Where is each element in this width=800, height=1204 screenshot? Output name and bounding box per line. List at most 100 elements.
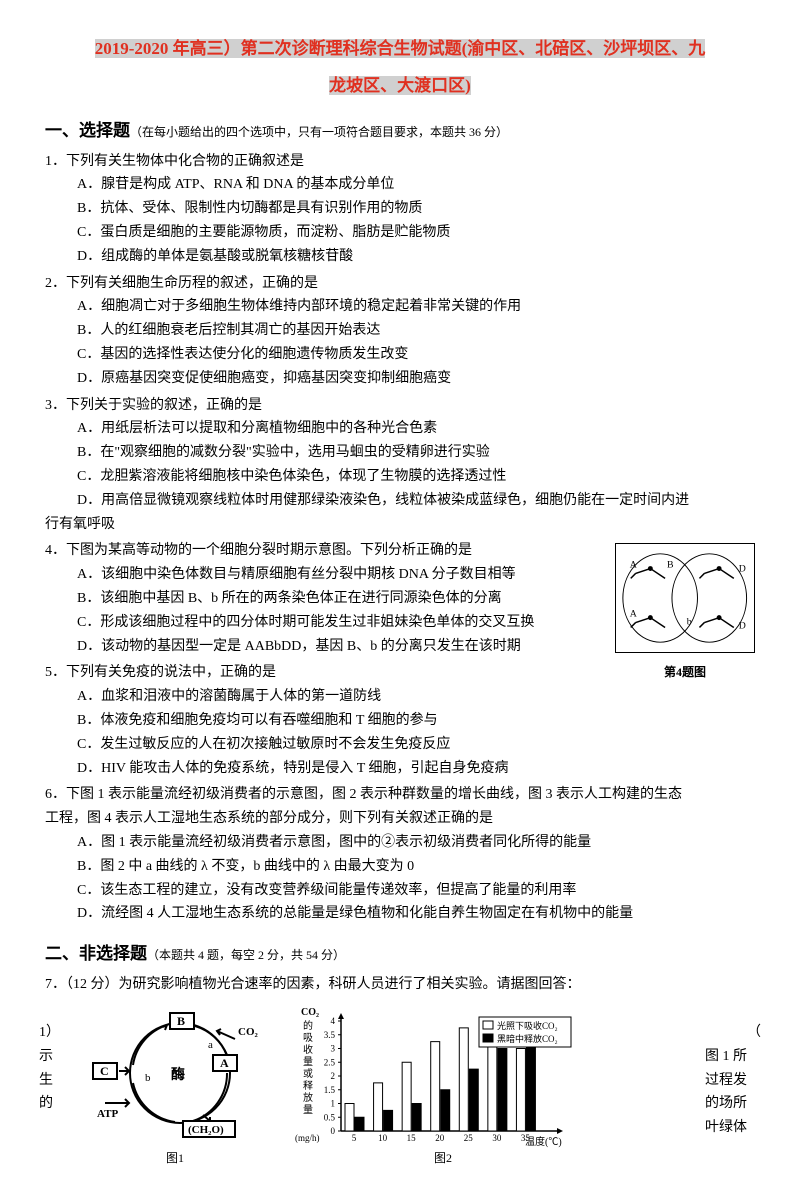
q3-opt-c: C．龙胆紫溶液能将细胞核中染色体染色，体现了生物膜的选择透过性 xyxy=(77,465,755,489)
svg-text:35: 35 xyxy=(521,1133,531,1143)
svg-text:5: 5 xyxy=(352,1133,357,1143)
q6-stem2: 工程，图 4 表示人工湿地生态系统的部分成分，则下列有关叙述正确的是 xyxy=(45,807,755,831)
svg-text:A: A xyxy=(220,1056,229,1070)
question-1: 1．下列有关生物体中化合物的正确叙述是 A．腺苷是构成 ATP、RNA 和 DN… xyxy=(45,150,755,269)
title-line-1: 2019-2020 年高三）第二次诊断理科综合生物试题(渝中区、北碚区、沙坪坝区… xyxy=(95,39,706,58)
question-5: 5．下列有关免疫的说法中，正确的是 A．血浆和泪液中的溶菌酶属于人体的第一道防线… xyxy=(45,661,755,780)
svg-text:2.5: 2.5 xyxy=(324,1057,336,1067)
svg-text:ATP: ATP xyxy=(97,1108,118,1120)
q1-opt-b: B．抗体、受体、限制性内切酶都是具有识别作用的物质 xyxy=(77,197,755,221)
q1-stem: 1．下列有关生物体中化合物的正确叙述是 xyxy=(45,150,755,174)
q6-opt-d: D．流经图 4 人工湿地生态系统的总能量是绿色植物和化能自养生物固定在有机物中的… xyxy=(77,902,755,926)
q4-diagram: A B D A b D xyxy=(615,543,754,653)
q5-opt-a: A．血浆和泪液中的溶菌酶属于人体的第一道防线 xyxy=(77,685,755,709)
svg-text:0.5: 0.5 xyxy=(324,1112,336,1122)
q6-opt-b: B．图 2 中 a 曲线的 λ 不变，b 曲线中的 λ 由最大变为 0 xyxy=(77,855,755,879)
q4-label-D2: D xyxy=(739,621,746,632)
svg-text:放: 放 xyxy=(303,1091,313,1104)
document-title: 2019-2020 年高三）第二次诊断理科综合生物试题(渝中区、北碚区、沙坪坝区… xyxy=(45,30,755,105)
q2-opt-b: B．人的红细胞衰老后控制其凋亡的基因开始表达 xyxy=(77,319,755,343)
svg-text:4: 4 xyxy=(331,1016,336,1026)
svg-text:释: 释 xyxy=(303,1079,313,1092)
q2-stem: 2．下列有关细胞生命历程的叙述，正确的是 xyxy=(45,272,755,296)
question-4: A B D A b D 第4题图 4．下图为某高等动物的一个细胞分裂时期示意图。… xyxy=(45,539,755,658)
svg-text:酶: 酶 xyxy=(171,1066,185,1083)
q7-left-fragments: 1） 示 生 的 xyxy=(39,1021,69,1116)
q7-right-2: 过程发 xyxy=(705,1069,761,1093)
q7-right-1: 图 1 所 xyxy=(705,1045,761,1069)
q7-fig1: B A C CO₂ a b 酶 ATP (CH₂O) xyxy=(75,1003,275,1168)
q7-left-3: 生 xyxy=(39,1069,69,1093)
q7-left-4: 的 xyxy=(39,1092,69,1116)
q2-opt-d: D．原癌基因突变促使细胞癌变，抑癌基因突变抑制细胞癌变 xyxy=(77,367,755,391)
q3-opt-b: B．在"观察细胞的减数分裂"实验中，选用马蛔虫的受精卵进行实验 xyxy=(77,441,755,465)
q1-opt-d: D．组成酶的单体是氨基酸或脱氧核糖核苷酸 xyxy=(77,245,755,269)
q7-left-1: 1） xyxy=(39,1021,69,1045)
svg-text:15: 15 xyxy=(407,1133,417,1143)
q7-fig2: 00.511.522.533.54CO₂的吸收量或释放量(mg/h)温度(℃)5… xyxy=(293,1003,593,1168)
q5-stem: 5．下列有关免疫的说法中，正确的是 xyxy=(45,661,755,685)
q7-right-4: 叶绿体 xyxy=(705,1116,761,1140)
q5-opt-c: C．发生过敏反应的人在初次接触过敏原时不会发生免疫反应 xyxy=(77,733,755,757)
svg-text:收: 收 xyxy=(303,1043,313,1056)
svg-text:CO₂: CO₂ xyxy=(238,1026,259,1038)
q6-opt-a: A．图 1 表示能量流经初级消费者示意图，图中的②表示初级消费者同化所得的能量 xyxy=(77,831,755,855)
svg-text:a: a xyxy=(208,1039,213,1051)
section-2-title: 二、非选择题 xyxy=(45,944,147,963)
q7-right-3: 的场所 xyxy=(705,1092,761,1116)
q7-fig2-svg: 00.511.522.533.54CO₂的吸收量或释放量(mg/h)温度(℃)5… xyxy=(293,1003,593,1148)
svg-text:0: 0 xyxy=(331,1126,336,1136)
q4-label-b: b xyxy=(687,617,692,628)
section-1-sub: （在每小题给出的四个选项中，只有一项符合题目要求，本题共 36 分） xyxy=(130,125,508,139)
q3-opt-d-cont: 行有氧呼吸 xyxy=(45,513,755,537)
svg-text:B: B xyxy=(177,1014,185,1028)
section-1-heading: 一、选择题（在每小题给出的四个选项中，只有一项符合题目要求，本题共 36 分） xyxy=(45,117,755,146)
svg-text:25: 25 xyxy=(464,1133,474,1143)
svg-text:或: 或 xyxy=(303,1068,313,1080)
section-2-heading: 二、非选择题（本题共 4 题，每空 2 分，共 54 分） xyxy=(45,940,755,969)
q6-opt-c: C．该生态工程的建立，没有改变营养级间能量传递效率，但提高了能量的利用率 xyxy=(77,879,755,903)
q7-right-fragments: （ 图 1 所 过程发 的场所 叶绿体 xyxy=(705,1021,761,1140)
q1-opt-c: C．蛋白质是细胞的主要能源物质，而淀粉、脂肪是贮能物质 xyxy=(77,221,755,245)
svg-text:量: 量 xyxy=(303,1056,313,1068)
question-6: 6．下图 1 表示能量流经初级消费者的示意图，图 2 表示种群数量的增长曲线，图… xyxy=(45,783,755,926)
svg-text:温度(℃): 温度(℃) xyxy=(525,1135,562,1148)
title-line-2: 龙坡区、大渡口区) xyxy=(329,76,471,95)
q5-opt-d: D．HIV 能攻击人体的免疫系统，特别是侵入 T 细胞，引起自身免疫病 xyxy=(77,757,755,781)
svg-text:(mg/h): (mg/h) xyxy=(295,1133,320,1143)
question-3: 3．下列关于实验的叙述，正确的是 A．用纸层析法可以提取和分离植物细胞中的各种光… xyxy=(45,394,755,537)
svg-text:吸: 吸 xyxy=(303,1033,313,1044)
q7-fig2-caption: 图2 xyxy=(293,1148,593,1168)
svg-text:10: 10 xyxy=(378,1133,388,1143)
q7-figures: B A C CO₂ a b 酶 ATP (CH₂O) xyxy=(75,1003,755,1168)
q5-opt-b: B．体液免疫和细胞免疫均可以有吞噬细胞和 T 细胞的参与 xyxy=(77,709,755,733)
q6-stem: 6．下图 1 表示能量流经初级消费者的示意图，图 2 表示种群数量的增长曲线，图… xyxy=(45,783,755,807)
svg-text:C: C xyxy=(100,1064,109,1078)
svg-text:黑暗中释放CO₂: 黑暗中释放CO₂ xyxy=(497,1033,558,1044)
q4-label-B: B xyxy=(667,560,674,571)
q4-label-D1: D xyxy=(739,564,746,575)
q4-label-A: A xyxy=(630,560,637,571)
q3-opt-a: A．用纸层析法可以提取和分离植物细胞中的各种光合色素 xyxy=(77,417,755,441)
q7-fig1-caption: 图1 xyxy=(75,1148,275,1168)
svg-text:光照下吸收CO₂: 光照下吸收CO₂ xyxy=(497,1020,558,1031)
q7-fig1-svg: B A C CO₂ a b 酶 ATP (CH₂O) xyxy=(75,1003,275,1148)
svg-text:3: 3 xyxy=(331,1043,336,1053)
svg-text:1: 1 xyxy=(331,1098,336,1108)
section-2-sub: （本题共 4 题，每空 2 分，共 54 分） xyxy=(147,948,345,962)
q1-opt-a: A．腺苷是构成 ATP、RNA 和 DNA 的基本成分单位 xyxy=(77,173,755,197)
svg-text:量: 量 xyxy=(303,1104,313,1116)
svg-text:CO₂: CO₂ xyxy=(301,1007,319,1018)
q2-opt-a: A．细胞凋亡对于多细胞生物体维持内部环境的稳定起着非常关键的作用 xyxy=(77,295,755,319)
svg-text:20: 20 xyxy=(435,1133,445,1143)
svg-text:3.5: 3.5 xyxy=(324,1030,336,1040)
q3-opt-d: D．用高倍显微镜观察线粒体时用健那绿染液染色，线粒体被染成蓝绿色，细胞仍能在一定… xyxy=(77,489,755,513)
q7-left-2: 示 xyxy=(39,1045,69,1069)
q3-stem: 3．下列关于实验的叙述，正确的是 xyxy=(45,394,755,418)
svg-text:1.5: 1.5 xyxy=(324,1085,336,1095)
section-1-title: 一、选择题 xyxy=(45,121,130,140)
question-2: 2．下列有关细胞生命历程的叙述，正确的是 A．细胞凋亡对于多细胞生物体维持内部环… xyxy=(45,272,755,391)
svg-text:的: 的 xyxy=(303,1019,313,1032)
svg-text:2: 2 xyxy=(331,1071,336,1081)
q7-right-0: （ xyxy=(705,1021,761,1045)
